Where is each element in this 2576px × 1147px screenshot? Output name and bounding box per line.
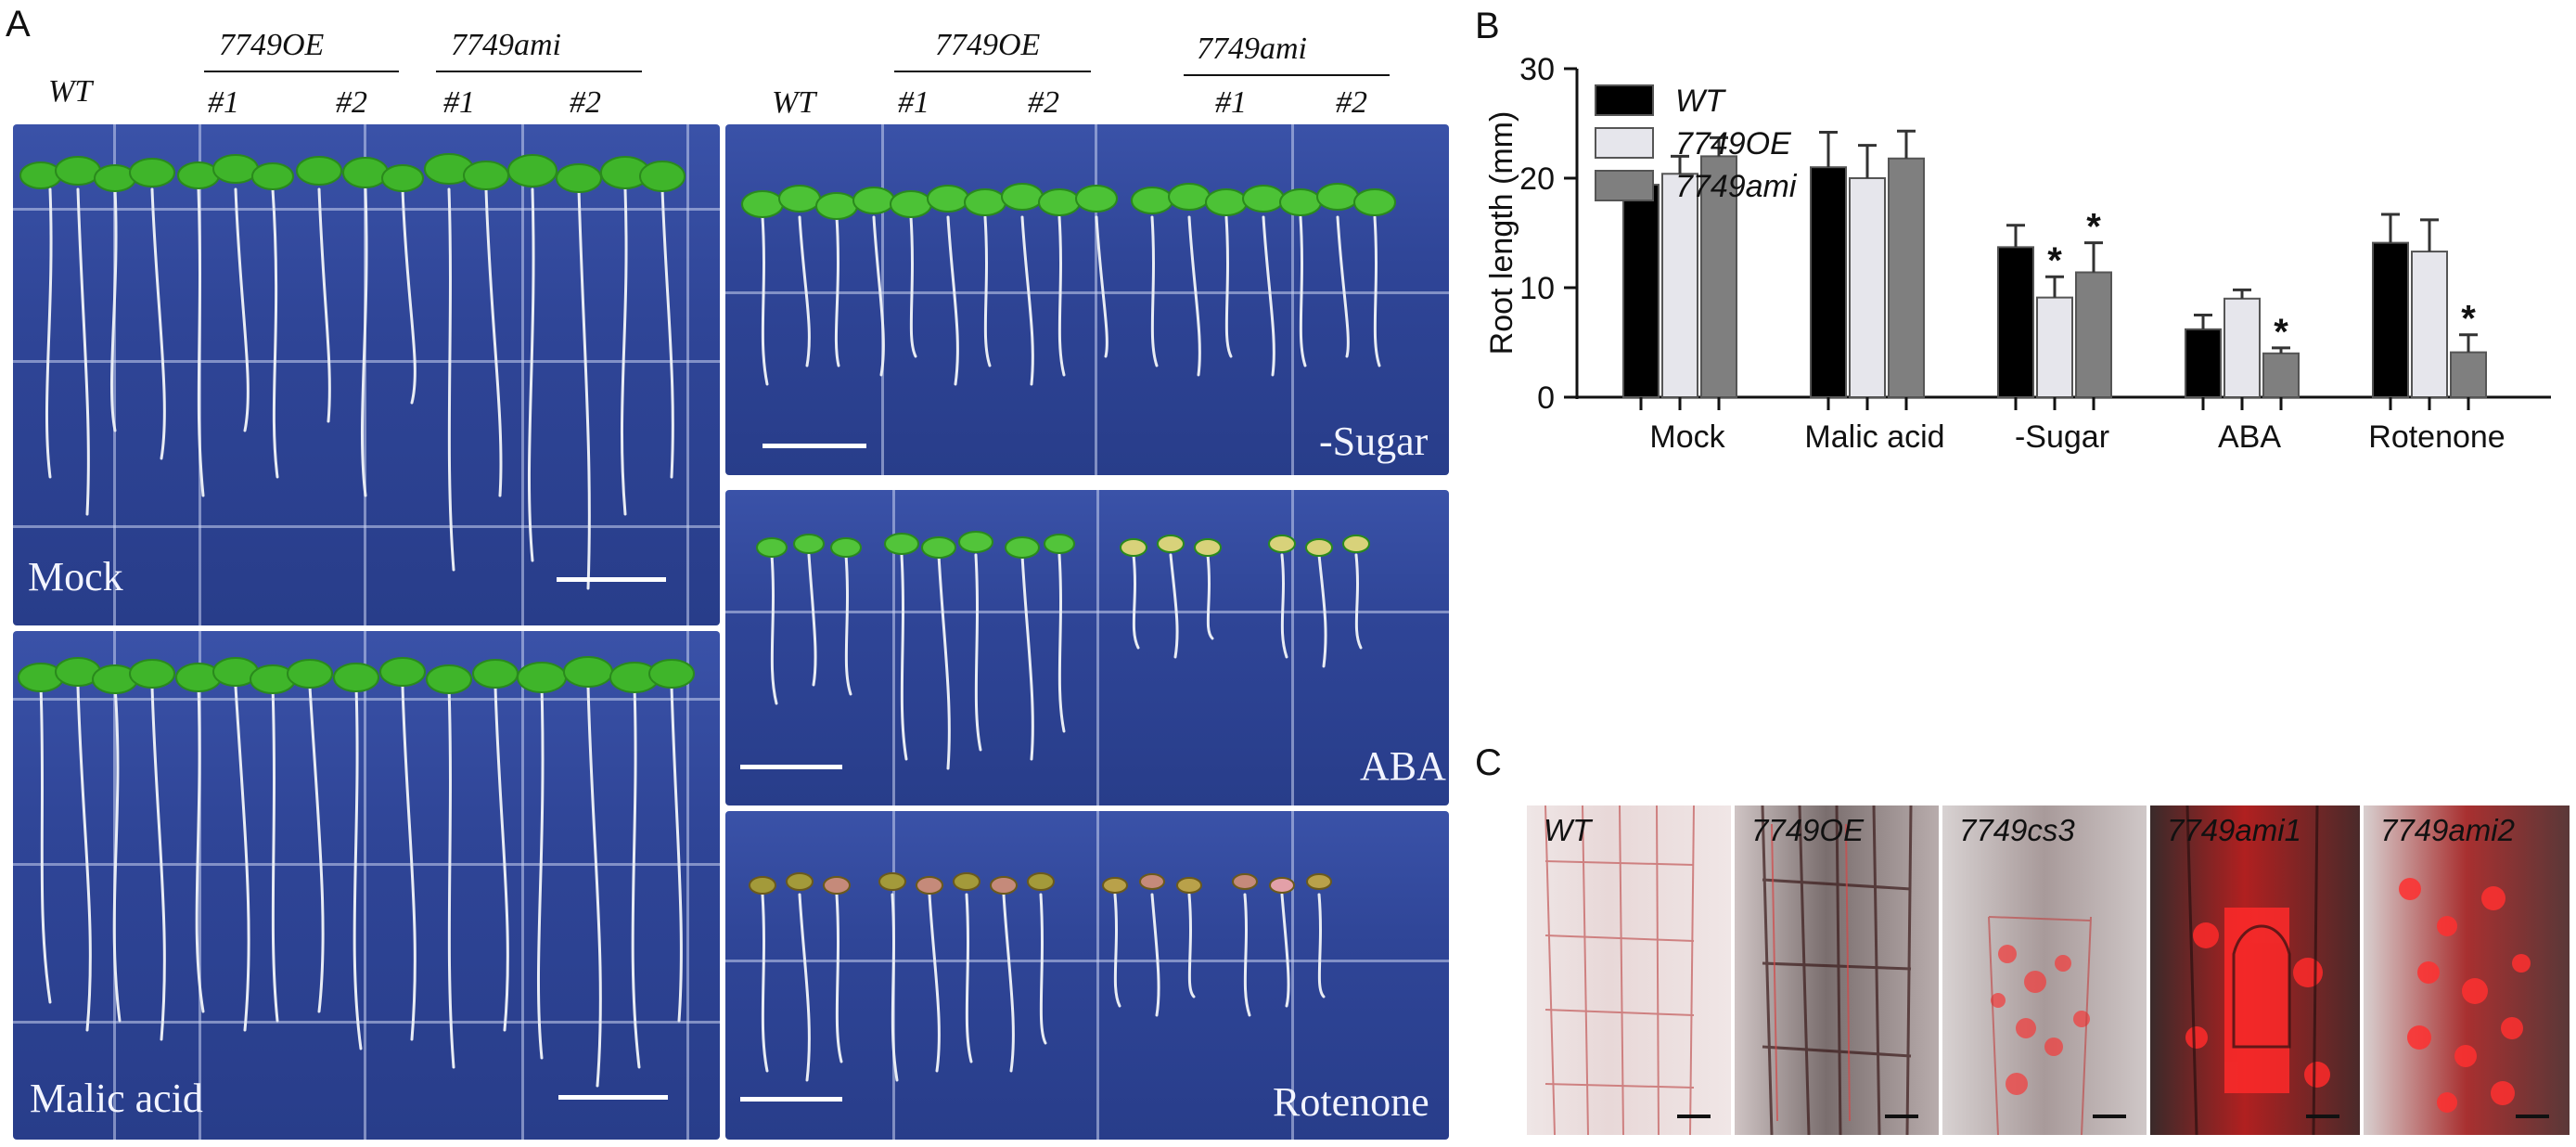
condition-mock: Mock <box>28 554 123 599</box>
panel-letter-b: B <box>1475 6 1500 46</box>
group-oe-right: 7749OE <box>935 28 1041 62</box>
scale-bar-mock <box>557 577 666 582</box>
y-tick-label: 30 <box>1519 52 1555 87</box>
micrograph-wt: WT <box>1527 805 1731 1135</box>
bar <box>2372 241 2409 398</box>
micrograph-7749oe: 7749OE <box>1735 805 1939 1135</box>
legend-label: WT <box>1675 84 1726 119</box>
underline-ami-left <box>436 71 642 72</box>
underline-oe-left <box>204 71 399 72</box>
micrograph-scale-bar-7749ami2 <box>2516 1115 2549 1118</box>
y-tick-label: 0 <box>1537 380 1555 416</box>
micrograph-label-wt: WT <box>1544 813 1592 847</box>
condition-aba: ABA <box>1360 743 1446 789</box>
bar <box>1849 177 1886 398</box>
scale-bar-malic-acid <box>558 1095 668 1100</box>
panel-letter-a: A <box>6 4 31 45</box>
group-ami-right: 7749ami <box>1197 32 1307 66</box>
photo-malic-acid: Malic acid <box>13 631 720 1140</box>
micrograph-label-7749oe: 7749OE <box>1751 813 1865 847</box>
bar <box>2450 351 2487 398</box>
ami-line1-right: #1 <box>1215 85 1247 120</box>
bar <box>1622 184 1660 398</box>
seedlings-rotenone <box>749 872 1332 1082</box>
photo-mock: Mock <box>13 124 720 625</box>
significance-star: * <box>2086 207 2101 248</box>
bar <box>1661 173 1698 398</box>
bar <box>2075 271 2112 399</box>
micrograph-scale-bar-7749oe <box>1885 1115 1918 1118</box>
oe-line2-left: #2 <box>336 85 367 120</box>
bar <box>2224 297 2261 398</box>
x-category-label: -Sugar <box>2015 419 2109 455</box>
genotype-wt-right: WT <box>772 85 816 120</box>
x-category-label: Rotenone <box>2368 419 2505 455</box>
bar <box>2036 296 2073 398</box>
legend-swatch <box>1595 170 1654 201</box>
micrograph-7749ami2: 7749ami2 <box>2364 805 2570 1135</box>
bar <box>1888 157 1925 398</box>
oe-line1-right: #1 <box>898 85 929 120</box>
x-category-label: Mock <box>1649 419 1725 455</box>
bar <box>2185 328 2222 398</box>
y-tick-label: 20 <box>1519 161 1555 197</box>
underline-ami-right <box>1184 74 1390 76</box>
significance-star: * <box>2274 312 2288 353</box>
legend-label: 7749OE <box>1675 126 1791 161</box>
bar <box>2262 352 2300 398</box>
oe-line2-right: #2 <box>1028 85 1059 120</box>
seedlings-aba <box>756 531 1370 770</box>
legend-label: 7749ami <box>1675 169 1798 204</box>
y-axis-label: Root length (mm) <box>1484 111 1519 355</box>
ami-line2-right: #2 <box>1336 85 1367 120</box>
micrograph-scale-bar-wt <box>1677 1115 1711 1118</box>
y-tick-label: 10 <box>1519 271 1555 306</box>
bar <box>1810 166 1847 398</box>
micrograph-label-7749ami1: 7749ami1 <box>2167 813 2301 847</box>
scale-bar-rotenone <box>740 1097 842 1102</box>
scale-bar-sugar <box>763 444 866 448</box>
legend-swatch <box>1595 84 1654 116</box>
micrograph-scale-bar-7749cs3 <box>2093 1115 2126 1118</box>
photo-rotenone: Rotenone <box>725 811 1449 1140</box>
x-category-label: ABA <box>2218 419 2281 455</box>
micrograph-7749ami1: 7749ami1 <box>2150 805 2360 1135</box>
seedlings-mock <box>19 153 686 590</box>
oe-line1-left: #1 <box>208 85 239 120</box>
micrograph-label-7749cs3: 7749cs3 <box>1959 813 2075 847</box>
group-oe-left: 7749OE <box>219 28 325 62</box>
condition-sugar: -Sugar <box>1319 419 1429 464</box>
legend-swatch <box>1595 127 1654 159</box>
x-category-label: Malic acid <box>1804 419 1944 455</box>
underline-oe-right <box>894 71 1091 72</box>
condition-rotenone: Rotenone <box>1273 1079 1429 1125</box>
micrograph-label-7749ami2: 7749ami2 <box>2380 813 2515 847</box>
panel-letter-c: C <box>1475 742 1502 783</box>
ami-line1-left: #1 <box>443 85 475 120</box>
scale-bar-aba <box>740 765 842 769</box>
significance-star: * <box>2461 299 2476 340</box>
bar <box>2411 251 2448 398</box>
group-ami-left: 7749ami <box>451 28 561 62</box>
photo-aba: ABA <box>725 490 1449 805</box>
significance-star: * <box>2047 240 2062 281</box>
micrograph-scale-bar-7749ami1 <box>2306 1115 2339 1118</box>
ami-line2-left: #2 <box>570 85 601 120</box>
photo-sugar: -Sugar <box>725 124 1449 475</box>
condition-malic-acid: Malic acid <box>30 1076 203 1121</box>
seedlings-sugar <box>741 183 1396 386</box>
genotype-wt-left: WT <box>48 74 93 109</box>
micrograph-7749cs3: 7749cs3 <box>1942 805 2147 1135</box>
seedlings-malic-acid <box>18 656 695 1088</box>
bar <box>1997 246 2034 398</box>
